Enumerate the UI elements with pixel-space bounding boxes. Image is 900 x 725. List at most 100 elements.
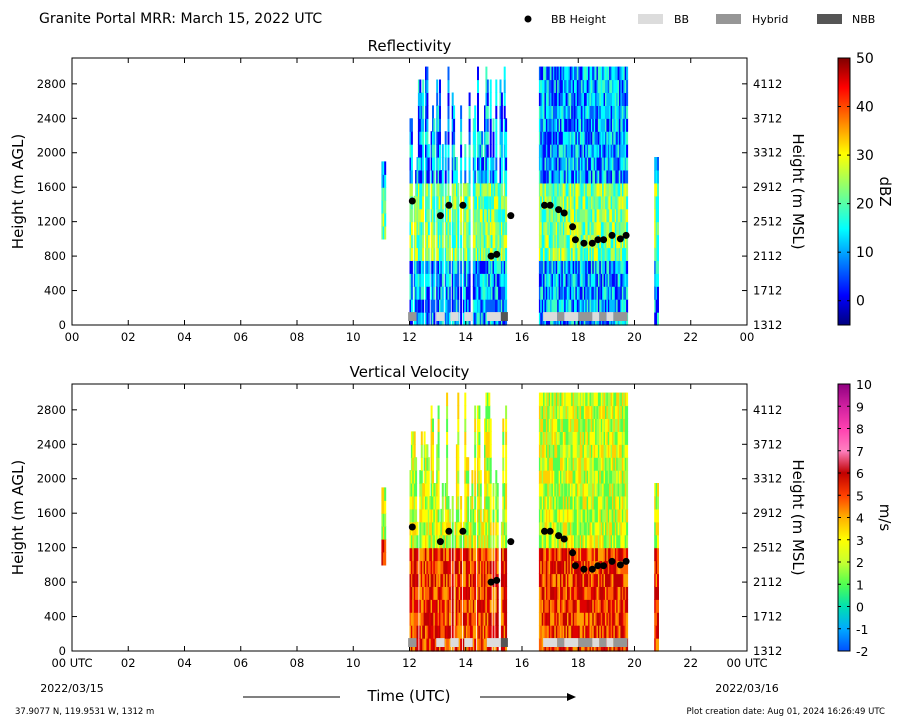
data-cell [588,405,591,419]
data-cell [568,547,571,562]
data-cell [657,625,659,639]
data-cell [605,599,607,613]
data-cell [581,431,584,445]
data-cell [568,521,571,536]
data-cell [433,131,436,145]
bb-type-bar [557,638,565,647]
data-cell [610,170,613,184]
data-cell [550,208,553,223]
data-cell [558,131,561,145]
data-cell [482,508,485,523]
data-cell [538,234,541,249]
data-cell [541,79,544,93]
data-cell [574,170,576,184]
data-cell [444,247,447,261]
data-cell [550,92,553,106]
data-cell [588,547,591,562]
data-cell [541,260,544,274]
data-cell [626,547,629,562]
data-cell [592,105,595,119]
data-cell [561,470,564,484]
data-cell [495,234,498,249]
data-cell [468,208,471,223]
data-cell [474,144,477,158]
data-cell [416,208,419,223]
data-cell [589,92,592,106]
data-cell [596,508,599,523]
data-cell [583,170,586,184]
data-cell [451,508,454,523]
data-cell [548,157,551,171]
data-cell [462,247,465,261]
data-cell [384,161,387,175]
data-cell [477,273,479,287]
data-cell [465,573,468,587]
data-cell [422,247,425,261]
data-cell [540,312,543,326]
data-cell [619,431,621,445]
data-cell [561,573,564,587]
y-tick-right-label: 4112 [753,77,782,91]
data-cell [569,483,572,497]
data-cell [430,534,433,549]
data-cell [416,195,419,210]
data-cell [471,612,474,626]
data-cell [614,521,617,536]
data-cell [586,418,589,432]
data-cell [548,483,551,497]
data-cell [552,170,555,184]
data-cell [488,208,491,223]
data-cell [465,221,468,236]
data-cell [429,496,432,510]
data-cell [560,273,562,287]
data-cell [550,599,553,613]
data-cell [561,483,564,497]
data-cell [467,560,470,575]
data-cell [484,586,486,600]
data-cell [503,118,506,132]
data-cell [423,573,426,587]
data-cell [444,195,447,210]
data-cell [603,247,606,261]
data-cell [555,286,558,300]
data-cell [436,157,439,171]
data-cell [579,208,582,223]
data-cell [488,470,491,484]
data-cell [564,131,567,145]
data-cell [603,470,606,484]
x-tick-label: 06 [233,656,248,670]
data-cell [581,157,584,171]
data-cell [432,234,434,249]
data-cell [419,625,422,639]
data-cell [458,638,461,652]
data-cell [547,105,550,119]
data-cell [555,118,558,132]
data-cell [426,118,429,132]
data-cell [605,247,607,261]
data-cell [590,247,593,261]
data-cell [479,260,482,274]
data-cell [617,457,620,471]
data-cell [609,273,612,287]
data-cell [460,260,463,274]
data-cell [616,66,619,81]
data-cell [582,483,585,497]
data-cell [499,79,502,93]
data-cell [430,286,433,300]
data-cell [470,573,472,587]
data-cell [624,79,627,93]
data-cell [614,182,617,197]
data-cell [571,483,574,497]
data-cell [590,79,593,93]
data-cell [544,508,547,523]
data-cell [581,208,584,223]
data-cell [590,392,593,407]
data-cell [426,144,429,158]
data-cell [606,392,609,407]
data-cell [427,234,430,249]
data-cell [381,539,384,553]
data-cell [592,286,595,300]
data-cell [564,286,567,300]
data-cell [569,182,572,197]
data-cell [489,299,492,313]
